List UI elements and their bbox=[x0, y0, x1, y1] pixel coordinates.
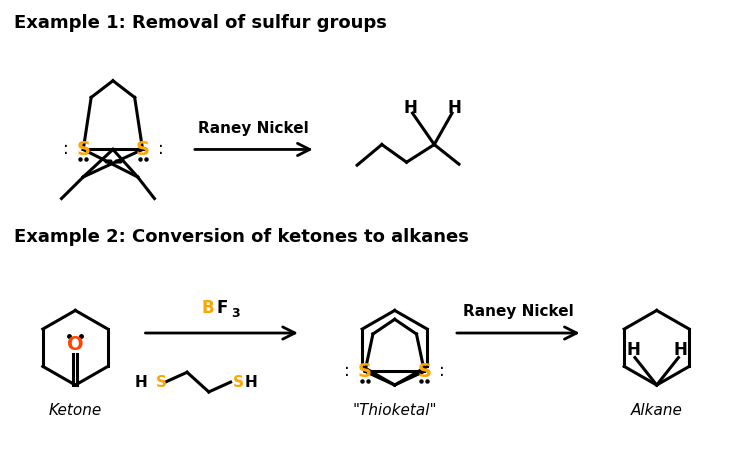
Text: B: B bbox=[201, 299, 213, 317]
Text: Ketone: Ketone bbox=[49, 403, 102, 418]
Text: :: : bbox=[439, 362, 445, 380]
Text: :: : bbox=[158, 140, 163, 158]
Text: Example 1: Removal of sulfur groups: Example 1: Removal of sulfur groups bbox=[14, 14, 387, 32]
Text: H: H bbox=[135, 375, 147, 390]
Text: "Thioketal": "Thioketal" bbox=[353, 403, 437, 418]
Text: 3: 3 bbox=[232, 307, 240, 320]
Text: Raney Nickel: Raney Nickel bbox=[463, 304, 573, 319]
Text: H: H bbox=[673, 340, 687, 359]
Text: S: S bbox=[417, 362, 431, 381]
Text: Alkane: Alkane bbox=[631, 403, 682, 418]
Text: H: H bbox=[626, 340, 640, 359]
Text: S: S bbox=[233, 375, 244, 390]
Text: S: S bbox=[155, 375, 166, 390]
Text: S: S bbox=[77, 140, 91, 159]
Text: O: O bbox=[67, 336, 84, 354]
Text: :: : bbox=[344, 362, 350, 380]
Text: F: F bbox=[216, 299, 228, 317]
Text: Example 2: Conversion of ketones to alkanes: Example 2: Conversion of ketones to alka… bbox=[14, 228, 469, 246]
Text: H: H bbox=[403, 99, 417, 117]
Text: :: : bbox=[63, 140, 68, 158]
Text: H: H bbox=[447, 99, 461, 117]
Text: Raney Nickel: Raney Nickel bbox=[199, 121, 309, 136]
Text: S: S bbox=[135, 140, 149, 159]
Text: H: H bbox=[244, 375, 257, 390]
Text: S: S bbox=[358, 362, 372, 381]
